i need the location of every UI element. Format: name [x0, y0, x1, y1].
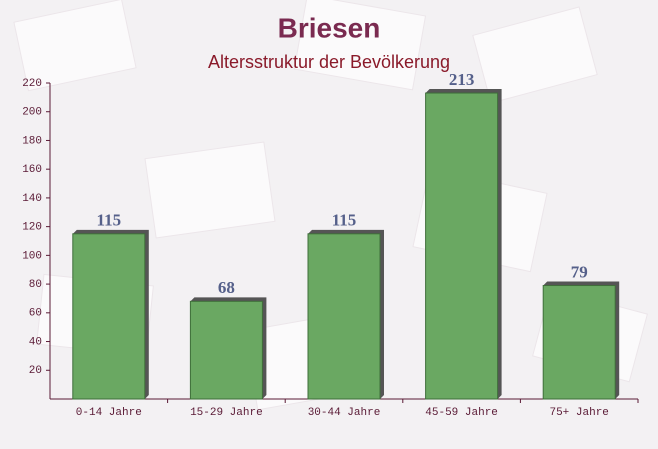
y-tick-label: 40 [29, 336, 42, 348]
y-tick-label: 220 [22, 78, 42, 90]
y-tick-label: 140 [22, 193, 42, 205]
y-tick-label: 80 [29, 279, 42, 291]
chart-title: Briesen [278, 12, 381, 43]
value-label: 68 [218, 278, 235, 297]
x-tick-label: 45-59 Jahre [425, 407, 498, 419]
y-tick-label: 120 [22, 222, 42, 234]
y-tick-label: 60 [29, 308, 42, 320]
y-tick-label: 20 [29, 365, 42, 377]
x-tick-label: 15-29 Jahre [190, 407, 263, 419]
value-label: 79 [571, 262, 588, 281]
y-tick-label: 180 [22, 135, 42, 147]
chart-subtitle: Altersstruktur der Bevölkerung [208, 52, 450, 72]
y-tick-label: 100 [22, 250, 42, 262]
value-label: 115 [332, 211, 357, 230]
x-tick-label: 75+ Jahre [549, 407, 608, 419]
bar [425, 92, 499, 400]
bar [542, 285, 616, 400]
y-tick-label: 200 [22, 107, 42, 119]
x-tick-label: 0-14 Jahre [76, 407, 142, 419]
value-label: 115 [97, 211, 122, 230]
bar [72, 233, 146, 400]
x-tick-label: 30-44 Jahre [308, 407, 381, 419]
bar [189, 300, 263, 400]
value-label: 213 [449, 70, 475, 89]
bar [307, 233, 381, 400]
y-tick-label: 160 [22, 164, 42, 176]
